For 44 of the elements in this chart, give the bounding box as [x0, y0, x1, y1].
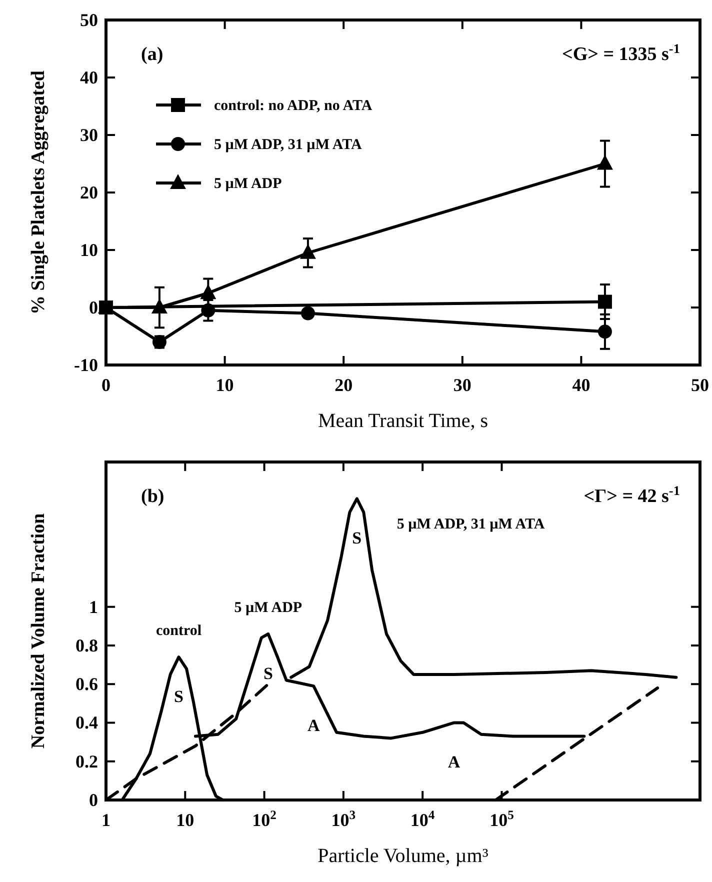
annotation: S: [174, 687, 184, 706]
annotation: (b): [141, 486, 164, 507]
x-axis-title: Particle Volume, µm³: [318, 845, 488, 867]
y-tick-label: 50: [80, 10, 98, 30]
y-tick-label: 0.6: [76, 674, 98, 694]
y-tick-label: 0.4: [76, 712, 98, 733]
series-label: control: [156, 623, 202, 640]
annotation: S: [263, 664, 273, 683]
y-tick-label: 40: [80, 68, 98, 88]
x-tick-label: 10$^{4}$: [410, 808, 436, 830]
y-tick-label: 1: [89, 596, 98, 617]
annotation: (a): [141, 44, 164, 65]
y-tick-label: 10: [80, 240, 98, 260]
y-axis-title: % Single Platelets Aggregated: [28, 70, 49, 314]
x-tick-label: 10$^{5}$: [490, 808, 514, 830]
legend-label: 5 µM ADP, 31 µM ATA: [214, 137, 362, 153]
y-tick-label: 0.2: [76, 751, 98, 772]
series-label: 5 µM ADP: [234, 600, 302, 616]
annotation: A: [448, 752, 461, 772]
x-tick-label: 30: [453, 375, 472, 395]
annotation: S: [352, 528, 362, 548]
y-tick-label: 0: [89, 298, 98, 318]
x-tick-label: 10$^{2}$: [252, 808, 276, 830]
legend-label: 5 µM ADP: [214, 176, 282, 192]
series-label: 5 µM ADP, 31 µM ATA: [396, 516, 545, 533]
x-axis-title: Mean Transit Time, s: [318, 410, 488, 432]
y-tick-label: 0: [89, 790, 98, 810]
y-tick-label: -10: [74, 355, 98, 375]
x-tick-label: 1: [102, 810, 110, 830]
y-axis-title: Normalized Volume Fraction: [28, 512, 49, 749]
y-tick-label: 0.8: [76, 635, 98, 656]
x-tick-label: 20: [334, 375, 353, 395]
y-tick-label: 20: [80, 182, 98, 202]
legend-label: control: no ADP, no ATA: [214, 98, 372, 114]
y-tick-label: 30: [80, 125, 98, 145]
annotation: A: [307, 716, 320, 736]
x-tick-label: 40: [572, 375, 590, 395]
x-tick-label: 10: [176, 810, 194, 830]
annotation: <Γ> = 42 s$^{-1}$: [584, 482, 680, 507]
x-tick-label: 0: [102, 375, 110, 395]
x-tick-label: 50: [691, 375, 709, 395]
x-tick-label: 10$^{3}$: [331, 808, 356, 830]
x-tick-label: 10: [216, 375, 234, 395]
annotation: <G> = 1335 s$^{-1}$: [562, 40, 680, 65]
